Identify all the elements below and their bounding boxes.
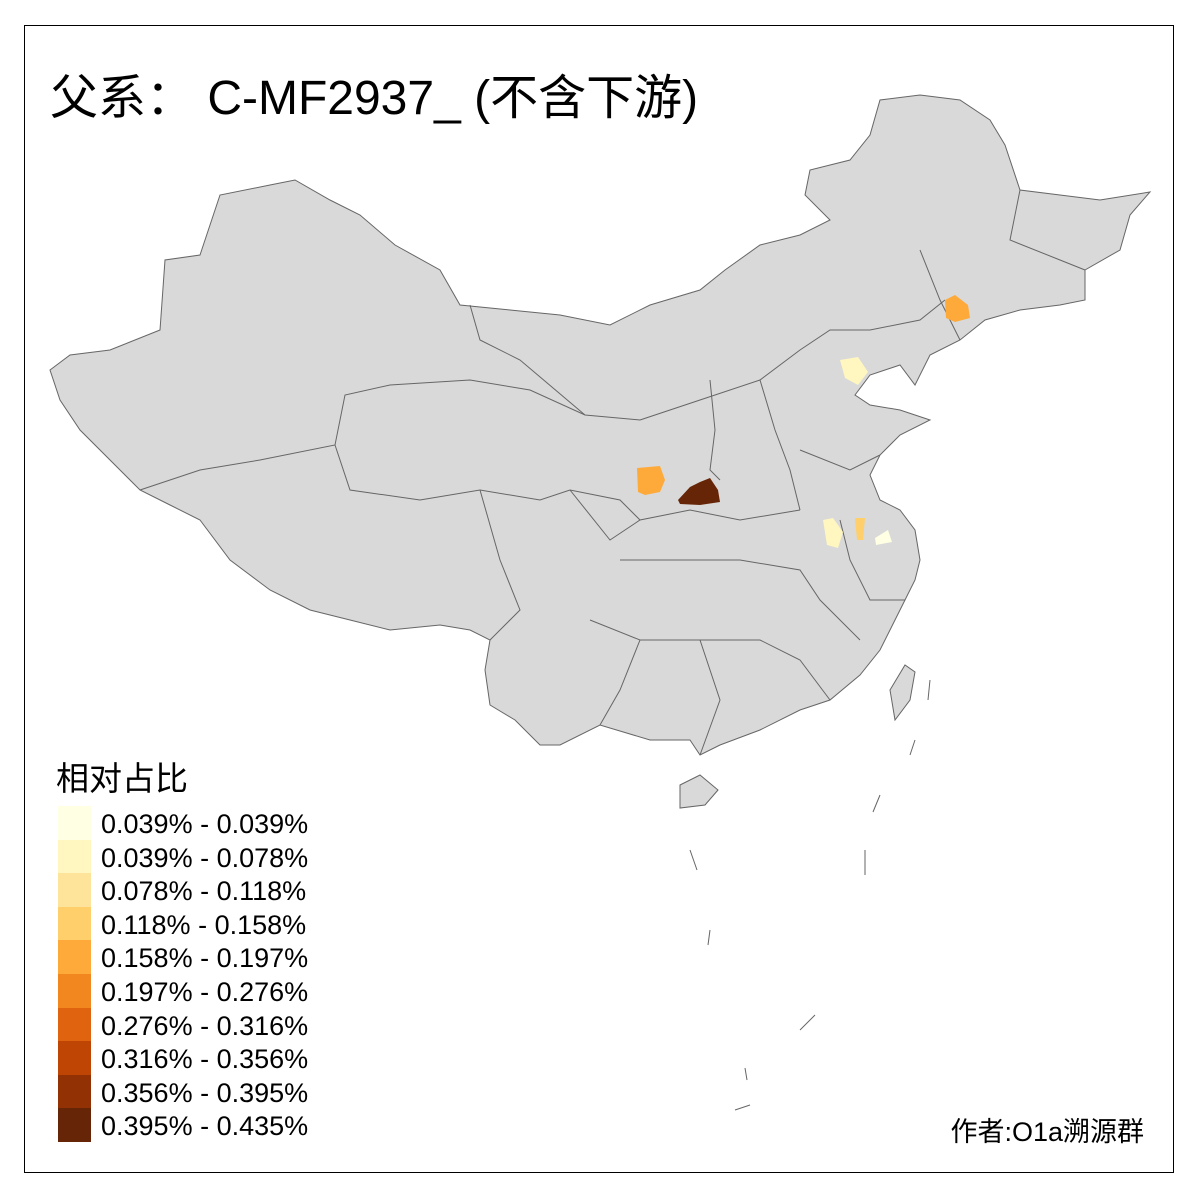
region-gansu xyxy=(637,466,665,495)
legend-label: 0.039% - 0.078% xyxy=(101,842,309,873)
taiwan xyxy=(889,664,916,722)
legend-swatch xyxy=(58,1074,91,1109)
highlighted-regions xyxy=(637,295,970,548)
legend-label: 0.316% - 0.356% xyxy=(101,1044,309,1075)
legend-item: 0.197% - 0.276% xyxy=(58,974,358,1008)
legend-swatch xyxy=(58,940,91,975)
legend-swatch xyxy=(58,1041,91,1076)
hainan xyxy=(679,774,719,809)
legend-item: 0.356% - 0.395% xyxy=(58,1074,358,1109)
legend-item: 0.276% - 0.316% xyxy=(58,1007,358,1042)
region-tianjin xyxy=(840,357,868,385)
region-anhui-central xyxy=(823,518,843,548)
legend-item: 0.078% - 0.118% xyxy=(58,873,358,908)
legend-swatch xyxy=(58,974,91,1008)
legend-label: 0.118% - 0.158% xyxy=(101,909,307,940)
legend-swatch xyxy=(58,906,91,941)
region-anhui-east xyxy=(855,518,865,540)
legend-label: 0.158% - 0.197% xyxy=(101,943,309,974)
legend-item: 0.316% - 0.356% xyxy=(58,1041,358,1076)
legend-label: 0.197% - 0.276% xyxy=(101,977,309,1007)
legend-item: 0.395% - 0.435% xyxy=(58,1108,358,1143)
south-china-sea-islands xyxy=(689,679,931,1111)
legend-swatch xyxy=(58,806,91,840)
legend-swatch xyxy=(58,1108,91,1143)
map-title: 父系： C-MF2937_ (不含下游) xyxy=(50,72,699,125)
legend-swatch xyxy=(58,873,91,908)
legend-swatch xyxy=(58,1007,91,1042)
mainland-china xyxy=(49,94,1152,756)
legend-label: 0.356% - 0.395% xyxy=(101,1077,309,1108)
author-credit: 作者:O1a溯源群 xyxy=(950,1117,1144,1147)
legend-title: 相对占比 xyxy=(56,760,188,797)
map-frame xyxy=(24,25,1174,1173)
region-liaoning xyxy=(945,295,970,322)
region-jiangsu-south xyxy=(875,530,892,545)
legend-item: 0.118% - 0.158% xyxy=(58,906,358,941)
legend-label: 0.039% - 0.039% xyxy=(101,809,309,839)
province-borders xyxy=(139,189,1086,756)
region-shaanxi xyxy=(678,478,720,505)
legend-label: 0.395% - 0.435% xyxy=(101,1111,309,1142)
legend-item: 0.039% - 0.078% xyxy=(58,839,358,874)
legend-label: 0.078% - 0.118% xyxy=(101,876,307,907)
legend-item: 0.158% - 0.197% xyxy=(58,940,358,975)
legend-swatch xyxy=(58,839,91,874)
legend-label: 0.276% - 0.316% xyxy=(101,1010,309,1041)
legend-item: 0.039% - 0.039% xyxy=(58,806,358,840)
